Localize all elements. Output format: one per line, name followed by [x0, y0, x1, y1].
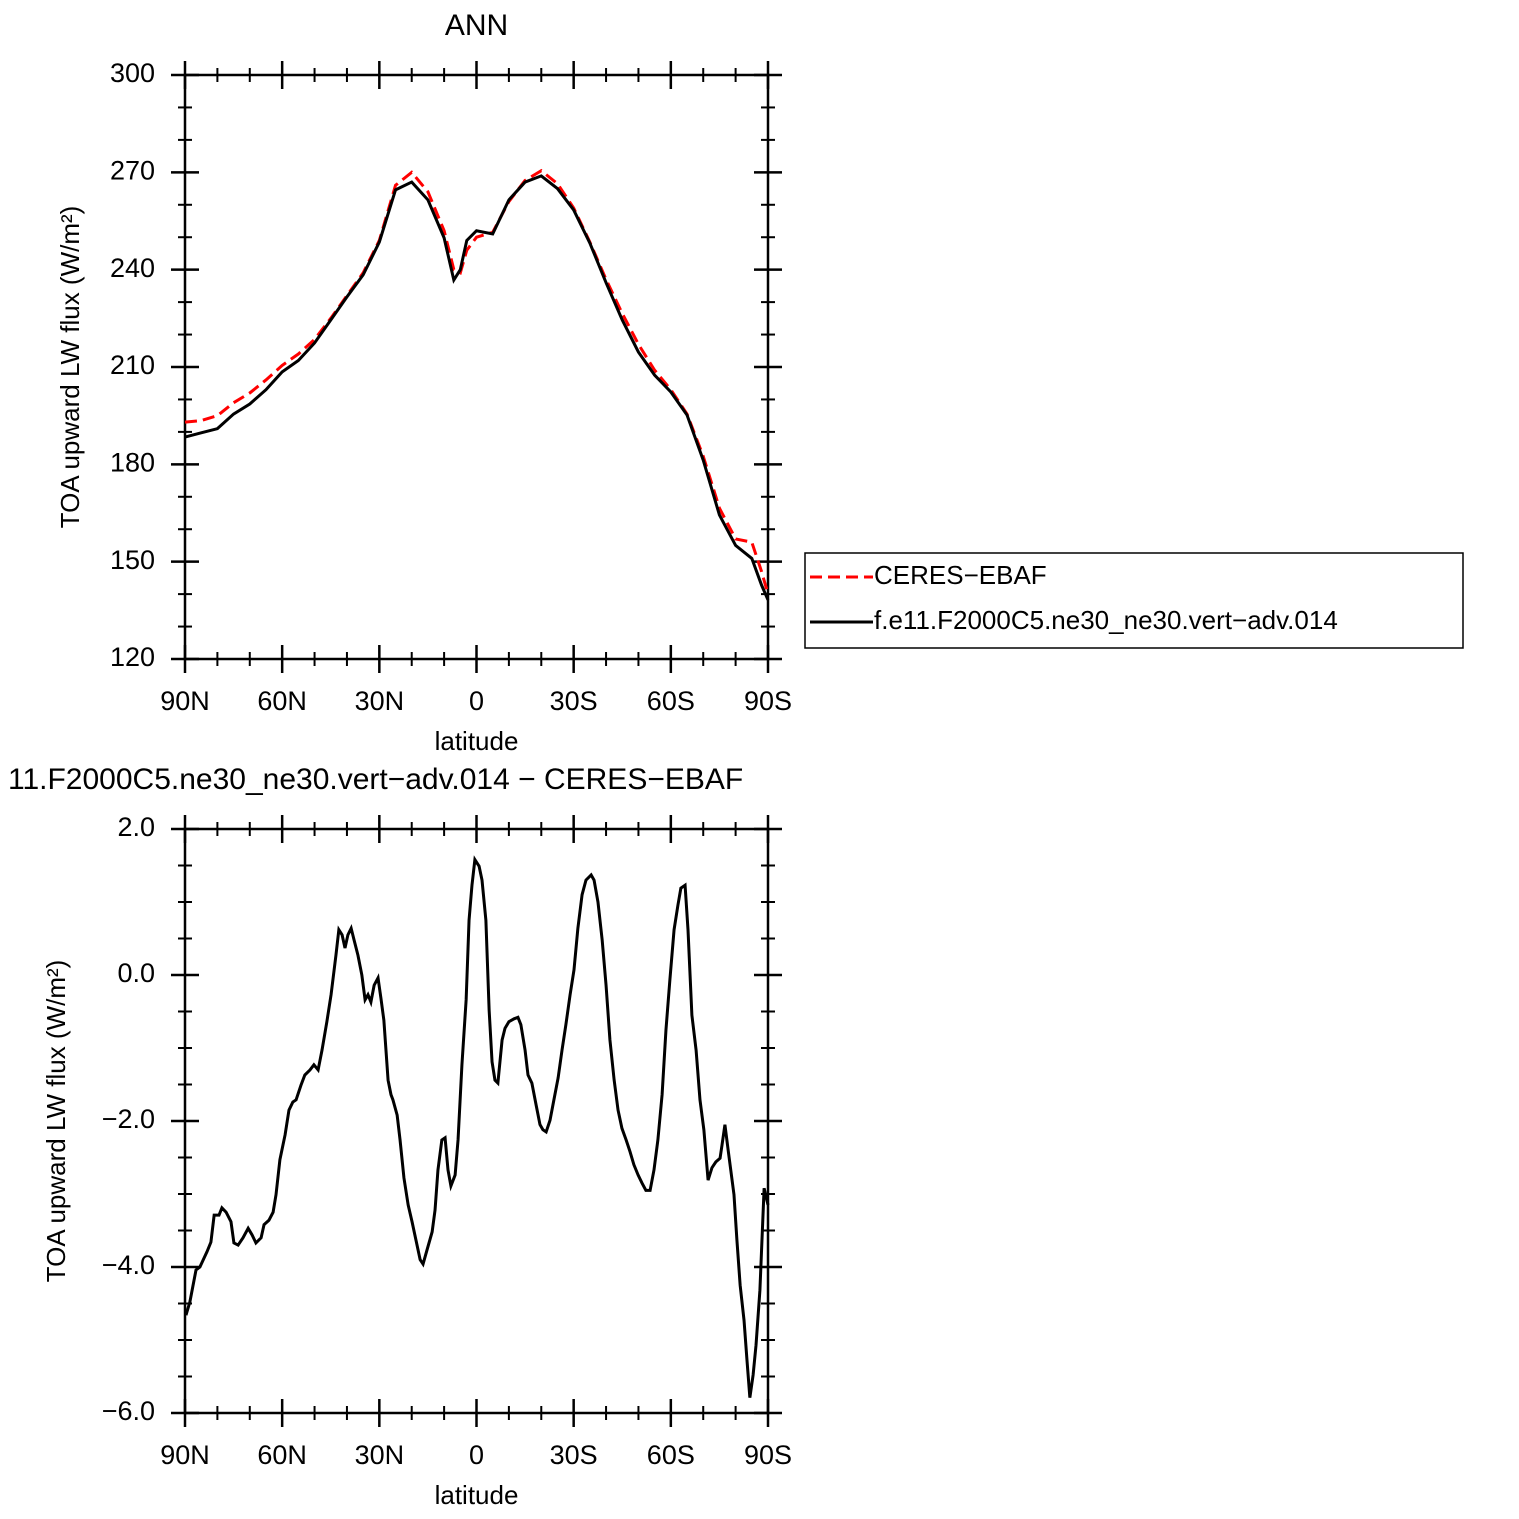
- y-axis-label: TOA upward LW flux (W/m²): [41, 960, 71, 1283]
- legend-label: CERES−EBAF: [874, 560, 1047, 590]
- plot-frame: [183, 73, 770, 661]
- x-tick-label: 30N: [355, 1440, 405, 1470]
- x-tick-label: 30S: [550, 686, 598, 716]
- x-tick-label: 90S: [744, 686, 792, 716]
- legend-label: f.e11.F2000C5.ne30_ne30.vert−adv.014: [874, 605, 1338, 635]
- y-tick-label: −4.0: [102, 1250, 155, 1280]
- x-tick-label: 90N: [160, 686, 210, 716]
- x-axis-label: latitude: [435, 726, 519, 756]
- y-tick-label: 180: [110, 447, 155, 477]
- x-tick-label: 90S: [744, 1440, 792, 1470]
- legend-box: [804, 552, 1464, 649]
- x-tick-label: 60N: [257, 686, 307, 716]
- y-tick-label: 150: [110, 545, 155, 575]
- x-tick-label: 0: [469, 686, 484, 716]
- y-tick-label: 240: [110, 253, 155, 283]
- x-tick-label: 30N: [355, 686, 405, 716]
- y-tick-label: −6.0: [102, 1396, 155, 1426]
- x-tick-label: 90N: [160, 1440, 210, 1470]
- x-tick-label: 0: [469, 1440, 484, 1470]
- x-tick-label: 60S: [647, 686, 695, 716]
- y-tick-label: 2.0: [117, 812, 155, 842]
- chart-title: 11.F2000C5.ne30_ne30.vert−adv.014 − CERE…: [8, 763, 743, 796]
- y-tick-label: 0.0: [117, 958, 155, 988]
- y-tick-label: −2.0: [102, 1104, 155, 1134]
- plot-frame: [183, 827, 770, 1415]
- x-tick-label: 30S: [550, 1440, 598, 1470]
- chart-title: ANN: [445, 9, 508, 42]
- x-tick-label: 60S: [647, 1440, 695, 1470]
- x-axis-label: latitude: [435, 1480, 519, 1510]
- y-axis-label: TOA upward LW flux (W/m²): [55, 206, 85, 529]
- y-tick-label: 270: [110, 155, 155, 185]
- x-tick-label: 60N: [257, 1440, 307, 1470]
- data-line: [184, 174, 770, 601]
- y-tick-label: 120: [110, 642, 155, 672]
- data-line: [184, 855, 770, 1398]
- y-tick-label: 300: [110, 58, 155, 88]
- y-tick-label: 210: [110, 350, 155, 380]
